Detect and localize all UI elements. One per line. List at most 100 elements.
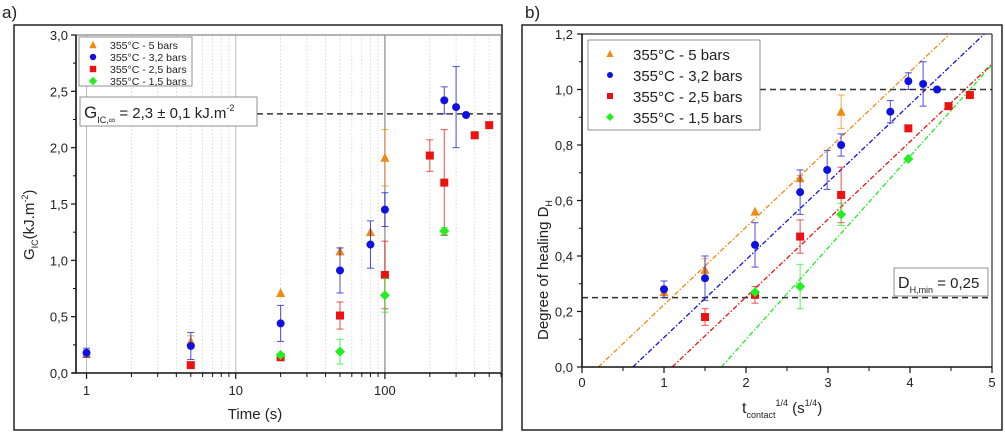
- y-tick-label: 0,2: [555, 305, 573, 320]
- legend-label: 355°C - 1,5 bars: [110, 76, 187, 88]
- legend-marker: [89, 65, 97, 73]
- legend-marker: [607, 72, 613, 78]
- panel-b-frame: [521, 24, 1003, 431]
- data-point: [82, 348, 91, 357]
- panel-a-legend-box: [78, 36, 193, 87]
- legend-label: 355°C - 1,5 bars: [633, 110, 742, 127]
- panel-a-annotation-text: GIC,∞ = 2,3 ± 0,1 kJ.m-2: [84, 103, 234, 125]
- data-point: [452, 103, 461, 112]
- data-point: [440, 96, 449, 105]
- data-point: [440, 178, 449, 187]
- data-point: [379, 290, 390, 301]
- panel-b-annotation-text: DH,min = 0,25: [898, 275, 979, 295]
- legend-label: 355°C - 5 bars: [110, 40, 178, 52]
- panel-b-legend-box: [587, 39, 761, 131]
- data-point: [439, 226, 450, 237]
- panel-a-series: [82, 66, 494, 370]
- data-point: [701, 313, 709, 322]
- data-point: [836, 209, 847, 220]
- data-point: [904, 124, 913, 133]
- data-point: [366, 240, 375, 249]
- data-point: [751, 240, 760, 249]
- data-point: [904, 77, 913, 86]
- panel-a: a) 0,0 0,5 1,0 1,5 2,0 2,5 3,0 1 10 100 355°C - 5…: [2, 3, 503, 431]
- data-point: [275, 349, 286, 360]
- data-point: [750, 287, 761, 298]
- y-tick-label: 0,8: [555, 138, 573, 153]
- panel-a-y-axis-title: GIC(kJ.m-2): [20, 190, 40, 260]
- panel-a-frame: [13, 24, 503, 431]
- legend-marker: [89, 40, 97, 49]
- x-tick-label: 5: [988, 375, 995, 390]
- y-tick-label: 0,6: [555, 194, 573, 209]
- panel-a-axes: 0,0 0,5 1,0 1,5 2,0 2,5 3,0 1 10 100: [50, 28, 502, 398]
- data-point: [470, 131, 479, 140]
- panel-a-x-axis-title: Time (s): [228, 406, 282, 423]
- panel-b-y-axis-title: Degree of healing DH: [535, 200, 554, 340]
- data-point: [485, 121, 494, 130]
- data-point: [186, 341, 195, 350]
- panel-b-reference-lines: [582, 88, 992, 299]
- data-point: [933, 85, 942, 94]
- x-tick-label: 4: [906, 375, 913, 390]
- data-point: [796, 232, 805, 241]
- x-tick-label: 2: [742, 375, 749, 390]
- y-tick-label: 3,0: [50, 28, 68, 43]
- x-tick-label: 100: [374, 383, 396, 398]
- legend-label: 355°C - 3,2 bars: [110, 52, 187, 64]
- legend-marker: [607, 93, 613, 99]
- legend-marker: [606, 113, 614, 121]
- x-tick-label: 10: [228, 383, 242, 398]
- x-tick-label: 3: [824, 375, 831, 390]
- data-point: [701, 274, 709, 283]
- panel-a-annotation-box: [79, 96, 258, 127]
- data-point: [334, 346, 345, 357]
- data-point: [919, 79, 928, 88]
- data-point: [425, 151, 434, 160]
- panel-b-x-axis-title: tcontact1/4 (s1/4): [742, 398, 822, 420]
- data-point: [462, 110, 471, 119]
- fit-line: [720, 64, 993, 368]
- data-point: [903, 153, 914, 164]
- data-point: [836, 106, 846, 116]
- x-tick-label: 1: [660, 375, 667, 390]
- y-tick-label: 1,2: [555, 27, 573, 42]
- data-point: [660, 285, 668, 294]
- legend-marker: [88, 76, 98, 86]
- data-point: [837, 141, 846, 149]
- legend-label: 355°C - 3,2 bars: [633, 68, 742, 85]
- x-tick-label: 1: [83, 383, 90, 398]
- y-tick-label: 1,5: [50, 197, 68, 212]
- y-tick-label: 0,0: [555, 360, 573, 375]
- panel-b-axes: 0,0 0,2 0,4 0,6 0,8 1,0 1,2 0 1 2 3 4 5: [555, 27, 996, 390]
- panel-b-legend: 355°C - 5 bars 355°C - 3,2 bars 355°C - 2,…: [587, 39, 761, 131]
- data-point: [276, 319, 285, 328]
- y-tick-label: 2,0: [50, 141, 68, 156]
- panel-b-annotation: DH,min = 0,25: [893, 267, 989, 297]
- y-tick-label: 2,5: [50, 84, 68, 99]
- panel-b-series: [659, 61, 974, 326]
- data-point: [276, 288, 286, 298]
- panel-b-label: b): [525, 3, 540, 22]
- panel-a-annotation: GIC,∞ = 2,3 ± 0,1 kJ.m-2: [79, 96, 258, 127]
- data-point: [795, 281, 806, 292]
- series-diamond: [275, 226, 450, 365]
- data-point: [335, 266, 344, 275]
- panel-b-annotation-box: [893, 267, 989, 297]
- legend-marker: [89, 53, 97, 61]
- data-point: [837, 190, 846, 199]
- x-tick-label: 0: [578, 375, 585, 390]
- data-point: [380, 205, 389, 214]
- data-point: [380, 152, 390, 162]
- legend-marker: [606, 50, 614, 57]
- data-point: [186, 361, 195, 370]
- series-circle: [660, 61, 942, 301]
- y-tick-label: 1,0: [555, 83, 573, 98]
- data-point: [796, 188, 805, 197]
- data-point: [965, 91, 974, 100]
- legend-label: 355°C - 2,5 bars: [110, 64, 187, 76]
- y-tick-label: 1,0: [50, 253, 68, 268]
- data-point: [380, 270, 389, 279]
